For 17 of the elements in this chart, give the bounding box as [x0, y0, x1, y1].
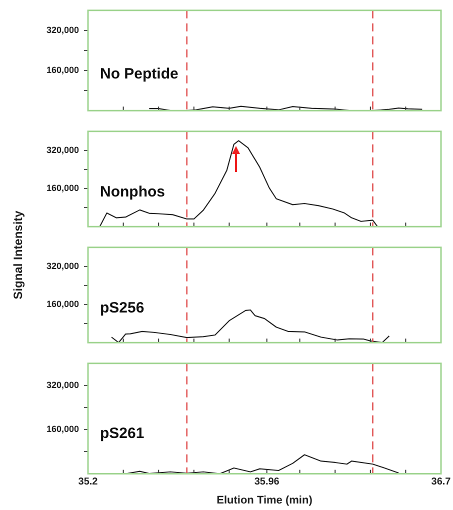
text: Nonphos	[100, 183, 165, 200]
y-tick-label: 160,000	[46, 65, 79, 76]
y-tick-label: 320,000	[46, 260, 79, 271]
x-tick-label: 36.7	[431, 476, 452, 488]
x-axis-title: Elution Time (min)	[216, 494, 313, 506]
y-tick-label: 320,000	[46, 24, 79, 35]
x-tick-label: 35.2	[78, 476, 98, 488]
x-tick-label: 35.96	[254, 476, 280, 488]
y-tick-label: 320,000	[46, 380, 79, 390]
y-tick-label: 160,000	[46, 299, 79, 310]
y-axis-title: Signal Intensity	[11, 210, 25, 300]
text: pS256	[100, 299, 144, 316]
text: No Peptide	[100, 66, 178, 83]
y-tick-label: 320,000	[46, 144, 79, 155]
y-tick-label: 160,000	[46, 183, 79, 194]
text: pS261	[100, 425, 144, 442]
y-tick-label: 160,000	[46, 424, 79, 434]
